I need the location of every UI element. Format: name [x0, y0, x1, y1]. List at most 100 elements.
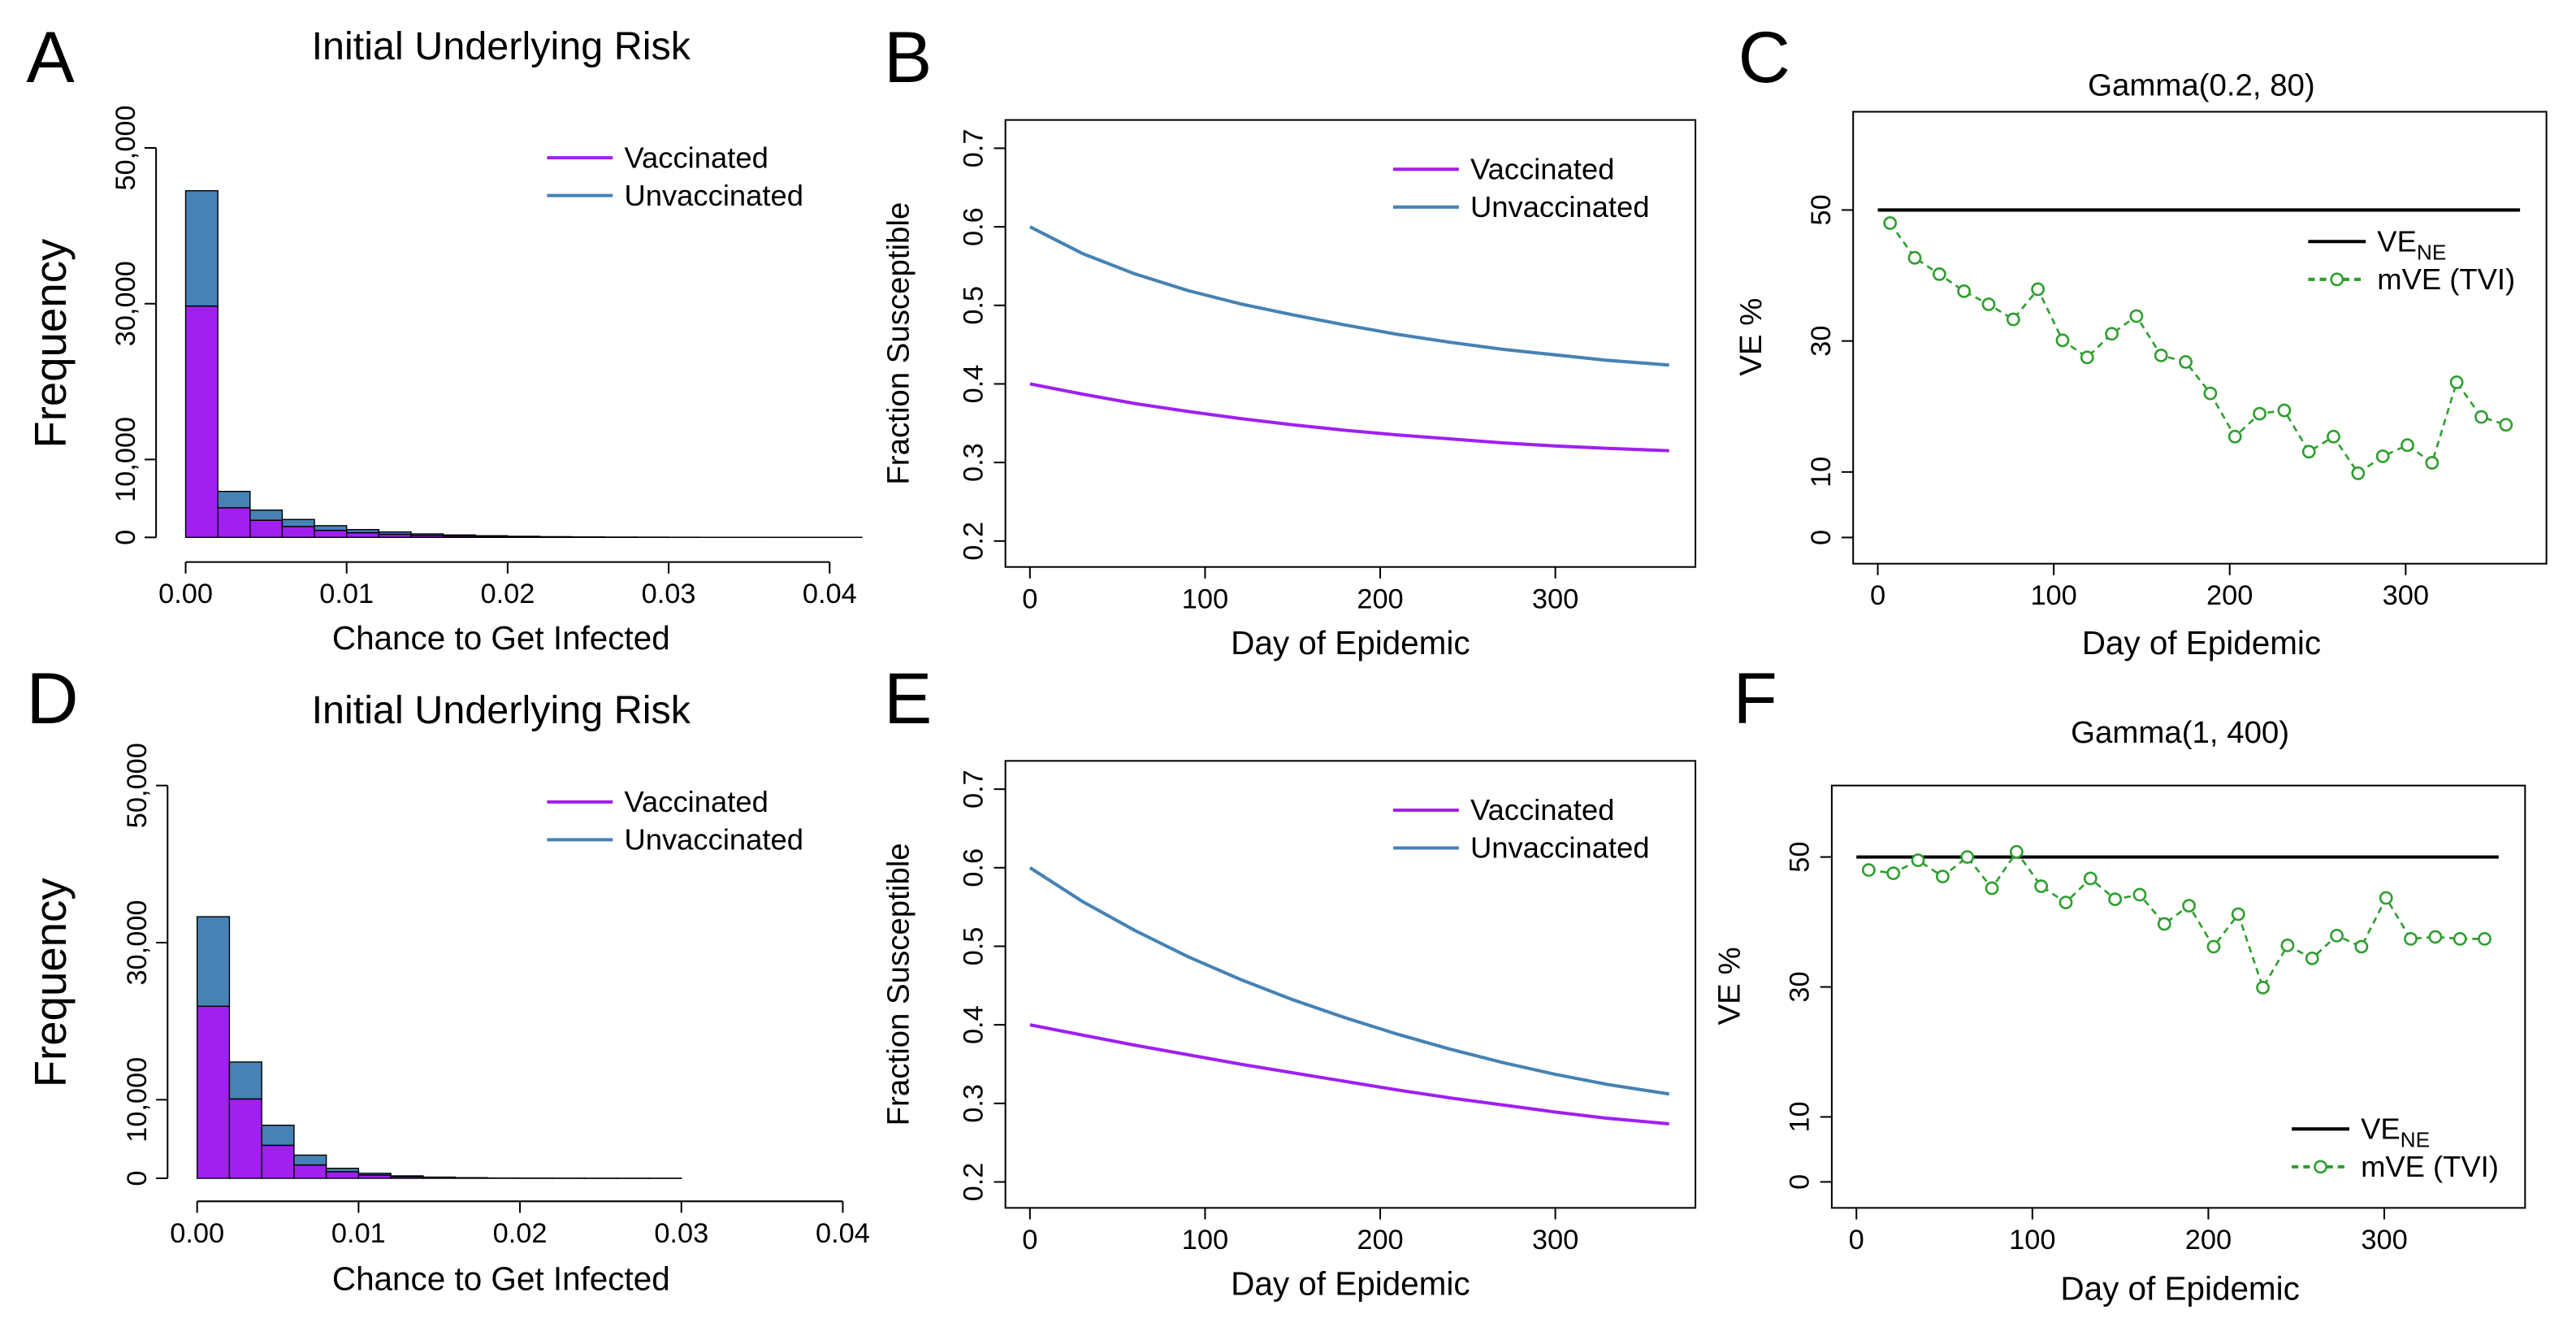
y-tick-label: 50,000	[122, 743, 153, 828]
data-point	[1960, 850, 1975, 865]
data-point	[2080, 350, 2094, 365]
x-tick-label: 0.03	[642, 579, 696, 609]
y-tick-label: 0.6	[958, 848, 989, 887]
y-tick-label: 0.3	[958, 1084, 989, 1123]
panel-letter: D	[26, 657, 78, 739]
legend-label: mVE (TVI)	[2377, 262, 2515, 296]
y-tick-label: 30,000	[122, 900, 153, 985]
legend-text: Unvaccinated	[1470, 831, 1650, 865]
x-axis-label: Day of Epidemic	[1231, 624, 1470, 661]
x-axis-label: Day of Epidemic	[1231, 1265, 1470, 1303]
histogram-bar	[325, 1171, 360, 1179]
x-tick-label: 300	[2361, 1225, 2407, 1255]
data-point	[2351, 466, 2366, 480]
y-axis-label: Frequency	[26, 878, 76, 1088]
data-point	[1932, 267, 1946, 281]
data-point	[2277, 403, 2292, 418]
histogram-bar	[293, 1154, 327, 1166]
histogram-bar	[314, 525, 348, 531]
chart-title: Initial Underlying Risk	[312, 24, 691, 68]
data-point	[2379, 891, 2393, 905]
x-tick-label: 200	[1357, 1225, 1403, 1255]
data-point	[1886, 866, 1901, 881]
x-axis-label: Day of Epidemic	[2060, 1270, 2299, 1307]
legend-text: Unvaccinated	[1470, 190, 1650, 223]
y-tick-label: 0.4	[958, 365, 989, 404]
x-tick-label: 100	[1182, 1225, 1228, 1255]
data-point	[2034, 879, 2049, 893]
legend-label: VENE	[2361, 1112, 2430, 1151]
legend-label: mVE (TVI)	[2361, 1150, 2499, 1183]
histogram-bar	[184, 190, 219, 307]
data-point	[2129, 309, 2144, 323]
data-point	[1883, 216, 1898, 230]
y-tick-label: 30	[1806, 326, 1837, 357]
legend-text: mVE (TVI)	[2361, 1150, 2499, 1183]
histogram-bar	[196, 916, 231, 1008]
legend-text: VE	[2377, 224, 2417, 258]
data-point	[2105, 327, 2119, 341]
data-point	[2330, 928, 2344, 943]
data-point	[2301, 444, 2316, 459]
y-axis-label: VE %	[1712, 947, 1747, 1025]
legend-text: Vaccinated	[624, 785, 768, 818]
histogram-bar	[346, 529, 380, 534]
y-tick-label: 0.5	[958, 286, 989, 325]
histogram-bar	[378, 531, 412, 536]
legend-label: Unvaccinated	[1470, 831, 1650, 865]
x-tick-label: 200	[1357, 583, 1403, 614]
legend-text: mVE (TVI)	[2377, 262, 2515, 296]
data-point	[2354, 939, 2369, 954]
x-tick-label: 100	[2009, 1225, 2055, 1255]
legend-label: Vaccinated	[1470, 793, 1614, 826]
y-tick-label: 10	[1785, 1101, 1816, 1132]
y-tick-label: 0.3	[958, 443, 989, 482]
y-axis-label: VE %	[1734, 298, 1769, 376]
histogram-bar	[325, 1168, 360, 1173]
data-point	[2154, 348, 2168, 362]
data-point	[2401, 438, 2414, 453]
data-point	[2182, 899, 2196, 913]
x-tick-label: 0.04	[816, 1218, 870, 1249]
panel-letter: F	[1734, 657, 1777, 739]
data-point	[2428, 930, 2443, 944]
x-tick-label: 0.02	[480, 579, 535, 609]
histogram-bar	[228, 1061, 262, 1100]
x-tick-label: 200	[2185, 1225, 2232, 1255]
data-point	[2478, 931, 2492, 946]
data-point	[2253, 406, 2266, 421]
data-point	[2256, 980, 2270, 995]
x-tick-label: 0	[1022, 1225, 1037, 1255]
y-tick-label: 10	[1806, 457, 1837, 488]
y-tick-label: 10,000	[110, 417, 141, 502]
data-point	[1935, 869, 1950, 884]
data-point	[2203, 386, 2218, 401]
legend-subscript: NE	[2417, 241, 2447, 265]
y-tick-label: 10,000	[122, 1057, 153, 1143]
series-line	[1029, 382, 1669, 453]
legend-text: Unvaccinated	[624, 179, 803, 212]
data-point	[2499, 418, 2513, 432]
plot-frame	[1852, 111, 2548, 565]
data-point	[2280, 938, 2295, 952]
legend-subscript: NE	[2401, 1128, 2431, 1152]
y-tick-label: 30	[1785, 971, 1816, 1002]
histogram-bar	[314, 529, 348, 539]
legend-text: Vaccinated	[624, 141, 768, 174]
data-point	[2375, 449, 2390, 463]
legend-text: Unvaccinated	[624, 823, 803, 856]
x-tick-label: 0.03	[654, 1218, 708, 1249]
histogram-bar	[346, 531, 380, 539]
histogram-bar	[249, 510, 284, 521]
series-line	[1029, 1023, 1669, 1125]
y-tick-label: 0.2	[958, 1163, 989, 1202]
data-point	[2305, 951, 2319, 965]
histogram-bar	[249, 519, 284, 539]
histogram-bar	[281, 518, 315, 527]
series-line	[1028, 225, 1669, 367]
histogram-bar	[410, 533, 444, 536]
x-tick-label: 0.00	[158, 579, 213, 609]
histogram-bar	[281, 526, 315, 539]
chart-title: Gamma(1, 400)	[2071, 715, 2289, 750]
